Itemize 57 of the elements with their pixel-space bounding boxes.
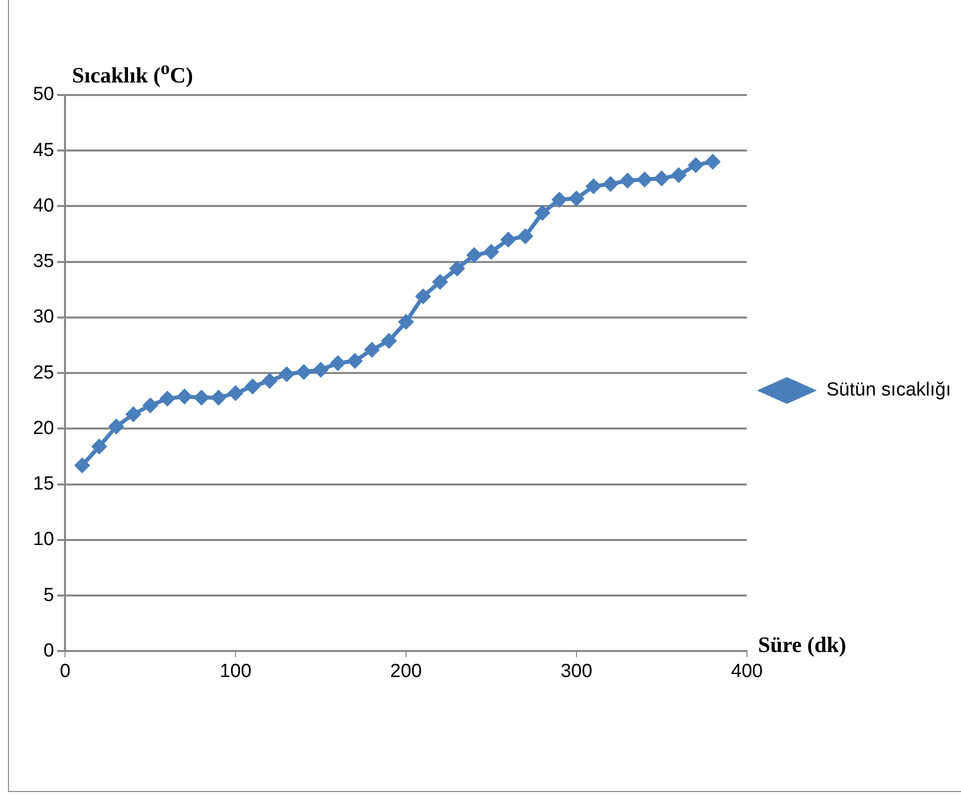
point xyxy=(654,170,670,186)
x-tick-label: 100 xyxy=(220,660,252,682)
x-tick-label: 200 xyxy=(390,660,422,682)
x-tick-label: 300 xyxy=(560,660,592,682)
y-axis-title: Sıcaklık ($^{o}$C) xyxy=(72,58,194,88)
point xyxy=(262,372,278,389)
legend-label: Sütün sıcaklığı xyxy=(826,380,951,401)
point xyxy=(210,390,227,406)
point xyxy=(415,288,432,304)
point xyxy=(449,260,466,277)
y-tick-label: 45 xyxy=(32,140,54,161)
point xyxy=(346,352,363,369)
y-tick-label: 40 xyxy=(32,195,54,216)
point xyxy=(193,390,210,406)
point xyxy=(142,397,158,414)
point xyxy=(670,167,687,184)
point xyxy=(688,157,704,174)
y-tick-label: 5 xyxy=(44,584,54,606)
point xyxy=(466,247,482,264)
y-tick-label: 25 xyxy=(32,362,54,384)
point xyxy=(534,204,550,221)
point xyxy=(312,362,329,378)
point xyxy=(159,390,176,407)
point xyxy=(398,314,414,330)
point xyxy=(330,355,346,372)
y-tick-label: 10 xyxy=(32,529,54,550)
point xyxy=(108,418,124,434)
point xyxy=(125,406,142,422)
x-axis-title: Süre (dk) xyxy=(758,632,846,658)
point xyxy=(228,385,244,402)
point xyxy=(380,332,397,349)
point xyxy=(500,232,516,248)
y-tick-label: 50 xyxy=(32,84,54,106)
point xyxy=(517,228,534,244)
point xyxy=(620,172,636,189)
y-tick-label: 0 xyxy=(44,640,54,662)
point xyxy=(244,378,261,394)
point xyxy=(176,388,192,404)
y-tick-label: 30 xyxy=(32,306,54,328)
point xyxy=(74,457,90,474)
point xyxy=(364,342,380,358)
point xyxy=(483,244,500,260)
point xyxy=(704,154,721,170)
point xyxy=(551,192,568,208)
point xyxy=(568,190,584,206)
point xyxy=(91,438,108,455)
point xyxy=(585,178,602,194)
x-tick-label: 0 xyxy=(60,660,70,682)
point xyxy=(432,274,448,290)
point xyxy=(636,172,653,188)
y-tick-label: 35 xyxy=(32,251,54,272)
point xyxy=(278,366,295,382)
x-tick-label: 400 xyxy=(731,660,763,682)
y-tick-label: 20 xyxy=(32,418,54,439)
point xyxy=(296,364,312,380)
point xyxy=(602,176,619,192)
y-tick-label: 15 xyxy=(32,474,54,495)
